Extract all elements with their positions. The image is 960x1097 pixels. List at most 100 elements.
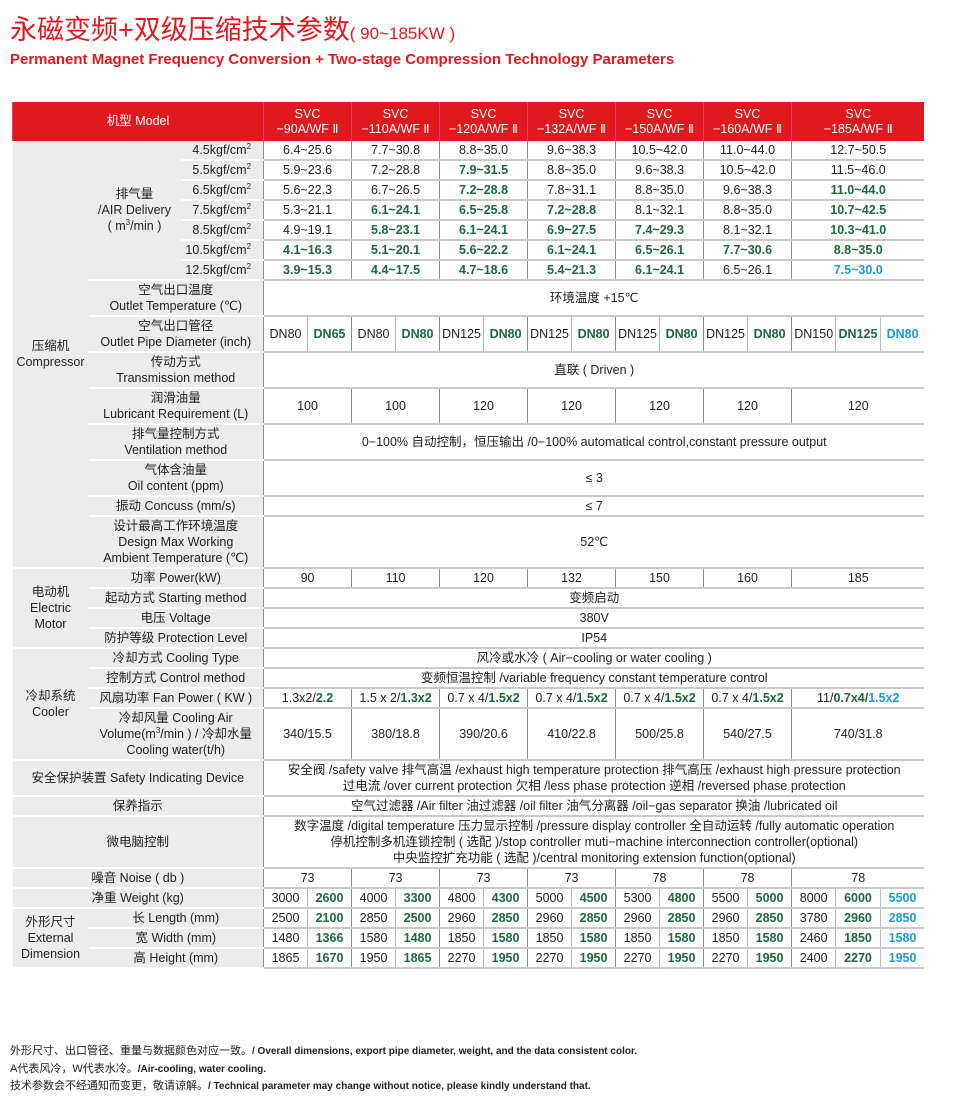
text-line: Lubricant Requirement (L) xyxy=(103,407,249,421)
text-line: 压缩机 xyxy=(31,339,70,353)
subgroup-label: 排气量/AIR Delivery( m3/min ) xyxy=(88,141,181,281)
table-row: 气体含油量 Oil content (ppm) ≤ 3 xyxy=(13,460,925,497)
table-row: 外形尺寸 External Dimension 长 Length (mm) 2500 21… xyxy=(12,908,925,969)
value-cell: DN80 xyxy=(879,316,925,353)
text-line: 中央监控扩充功能 ( 选配 )/central monitoring exten… xyxy=(392,851,796,865)
cell-value: 7.2~28.8 xyxy=(371,163,421,177)
value-cell: DN80 xyxy=(483,316,528,353)
cell-value: 1850 xyxy=(535,931,564,945)
row-label: 设计最高工作环境温度 Design Max Working Ambient Temp… xyxy=(88,516,264,569)
value-cell: 7.8~31.1 xyxy=(527,180,616,201)
title-range: ( 90~185KW ) xyxy=(349,24,456,43)
value-cell: 5.4~21.3 xyxy=(527,260,616,281)
cell-value: 390/20.6 xyxy=(459,727,508,741)
value-cell: 73 xyxy=(263,868,352,889)
cell-value: 7.7~30.6 xyxy=(723,243,773,257)
cell-value: 2850 xyxy=(888,911,917,925)
table-row: 传动方式 Transmission method 直联 ( Driven ) xyxy=(13,352,925,389)
cell-value: 5000 xyxy=(755,891,784,905)
value-cell: 1950 xyxy=(571,948,616,969)
value-cell: DN125 xyxy=(835,316,881,353)
cell-value: 2270 xyxy=(711,951,740,965)
cell-value: 8.8~35.0 xyxy=(723,203,773,217)
table-row: 冷却系统 Cooler 冷却方式 Cooling Type 风冷或水冷 ( Air−c… xyxy=(12,648,925,761)
group-label: 电动机 Electric Motor xyxy=(12,568,89,649)
row-label: 冷却风量 Cooling Air Volume(m3/min ) / 冷却水量 Co… xyxy=(88,708,264,761)
value-cell: 380/18.8 xyxy=(351,708,440,761)
value-cell: DN80 xyxy=(747,316,792,353)
note-en: / Overall dimensions, export pipe diamet… xyxy=(252,1046,638,1057)
model-header: SVC −185A/WF Ⅱ xyxy=(791,102,925,141)
model-code: −150A/WF Ⅱ xyxy=(625,121,695,136)
text-line: ( m3/min ) xyxy=(107,217,162,233)
merged-value: ≤ 3 xyxy=(263,460,925,497)
cell-value: 5000 xyxy=(535,891,564,905)
value-cell: 132 xyxy=(527,568,616,589)
header-row: 机型 Model SVC −90A/WF Ⅱ SVC −110A/WF Ⅱ SVC −120… xyxy=(11,102,925,141)
value-part: 0.7 x 4/ xyxy=(447,691,489,705)
value-cell: 1580 xyxy=(483,928,528,949)
value-cell: 2270 xyxy=(439,948,484,969)
text-line: 380V xyxy=(579,611,609,625)
row-label: 传动方式 Transmission method xyxy=(88,352,264,389)
group-label: 外形尺寸 External Dimension xyxy=(12,908,89,969)
cell-value: 100 xyxy=(297,399,318,413)
cell-value: 0.7 x 4/1.5x2 xyxy=(447,691,519,705)
text-line: Compressor xyxy=(16,355,85,369)
cell-value: 7.2~28.8 xyxy=(459,183,509,197)
merged-value: 直联 ( Driven ) xyxy=(263,352,925,389)
page-subtitle: Permanent Magnet Frequency Conversion + … xyxy=(10,51,675,68)
value-cell: 1850 xyxy=(527,928,572,949)
cell-value: 1950 xyxy=(888,951,917,965)
cell-value: 9.6~38.3 xyxy=(547,143,597,157)
value-cell: 8000 xyxy=(791,888,836,909)
cell-value: 2500 xyxy=(403,911,432,925)
merged-value: 52℃ xyxy=(263,516,925,569)
cell-value: 1580 xyxy=(667,931,696,945)
value-part: 2.2 xyxy=(315,691,334,705)
cell-value: 6000 xyxy=(844,891,872,905)
value-cell: 5.6~22.2 xyxy=(439,240,528,261)
text-line: Ventilation method xyxy=(124,443,228,457)
value-cell: 390/20.6 xyxy=(439,708,528,761)
table-row: 空气出口温度 Outlet Temperature (℃) 环境温度 +15℃ xyxy=(13,280,925,317)
cell-value: 1480 xyxy=(271,931,300,945)
cell-value: 2400 xyxy=(799,951,828,965)
text-line: 风扇功率 Fan Power ( KW ) xyxy=(99,691,253,705)
table-row: 12.5kgf/cm2 3.9~15.3 4.4~17.5 4.7~18.6 5.4~2… xyxy=(13,260,925,281)
value-cell: 185 xyxy=(791,568,925,589)
table-row: 起动方式 Starting method 变频启动 xyxy=(13,588,925,609)
cell-value: 2960 xyxy=(535,911,564,925)
value-cell: 5.3~21.1 xyxy=(263,200,352,221)
pressure-label: 5.5kgf/cm2 xyxy=(180,160,264,181)
value-cell: 2400 xyxy=(791,948,836,969)
row-label: 空气出口温度 Outlet Temperature (℃) xyxy=(88,280,264,317)
value-cell: DN80 xyxy=(571,316,616,353)
cell-value: 4.4~17.5 xyxy=(371,263,421,277)
model-header: SVC −150A/WF Ⅱ xyxy=(615,102,704,141)
value-cell: 8.8~35.0 xyxy=(439,141,528,161)
value-cell: 5500 xyxy=(703,888,748,909)
value-cell: 2960 xyxy=(527,908,572,929)
cell-value: 0.7 x 4/1.5x2 xyxy=(711,691,783,705)
cell-value: 4800 xyxy=(447,891,476,905)
model-code: −90A/WF Ⅱ xyxy=(276,121,339,136)
cell-value: DN80 xyxy=(665,327,698,341)
model-series: SVC xyxy=(470,106,497,121)
cell-value: 1580 xyxy=(359,931,388,945)
value-cell: DN65 xyxy=(307,316,352,353)
text-line: 外形尺寸 xyxy=(25,915,76,929)
cell-value: 1366 xyxy=(315,931,344,945)
cell-value: 8.8~35.0 xyxy=(547,163,597,177)
value-part: 11/ xyxy=(817,691,834,705)
cell-value: 4.9~19.1 xyxy=(283,223,333,237)
cell-value: 90 xyxy=(300,571,315,585)
cell-value: 3.9~15.3 xyxy=(283,263,333,277)
cell-value: 6.1~24.1 xyxy=(459,223,509,237)
value-cell: 4.7~18.6 xyxy=(439,260,528,281)
value-cell: 1580 xyxy=(879,928,925,949)
value-cell: 2270 xyxy=(527,948,572,969)
table-row: 5.5kgf/cm2 5.9~23.6 7.2~28.8 7.9~31.5 8.8~35… xyxy=(13,160,925,181)
value-cell: 1580 xyxy=(571,928,616,949)
value-cell: 6.1~24.1 xyxy=(615,260,704,281)
